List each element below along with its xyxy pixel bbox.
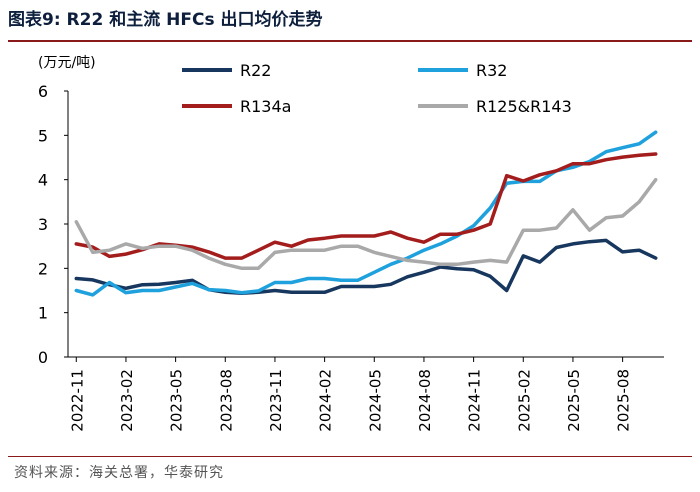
title-row: 图表9: R22 和主流 HFCs 出口均价走势 <box>8 6 692 42</box>
series-line-r125-r143 <box>74 177 658 271</box>
y-tick-label: 4 <box>38 171 48 190</box>
x-tick-label: 2022-11 <box>68 369 86 432</box>
x-tick-label: 2024-05 <box>366 369 384 432</box>
y-tick-label: 0 <box>38 348 48 367</box>
y-tick-label: 2 <box>38 259 48 278</box>
x-tick-label: 2024-02 <box>317 369 335 432</box>
x-tick-label: 2025-08 <box>615 369 633 432</box>
x-tick-label: 2023-02 <box>118 369 136 432</box>
y-tick-label: 6 <box>38 82 48 101</box>
legend-label-r134a: R134a <box>240 97 291 116</box>
x-tick-label: 2025-02 <box>515 369 533 432</box>
title-divider <box>8 40 692 42</box>
chart-title: 图表9: R22 和主流 HFCs 出口均价走势 <box>8 10 323 30</box>
x-tick-label: 2023-05 <box>168 369 186 432</box>
legend-label-r32: R32 <box>476 61 507 80</box>
source-note: 资料来源：海关总署，华泰研究 <box>14 465 224 481</box>
x-tick-label: 2024-11 <box>466 369 484 432</box>
source-divider <box>8 456 692 457</box>
y-tick-label: 3 <box>38 215 48 234</box>
x-tick-label: 2023-08 <box>217 369 235 432</box>
x-tick-label: 2023-11 <box>267 369 285 432</box>
x-tick-label: 2024-08 <box>416 369 434 432</box>
legend-label-r125-r143: R125&R143 <box>476 97 572 116</box>
y-tick-label: 1 <box>38 304 48 323</box>
series-line-r22 <box>74 238 658 295</box>
y-axis-unit-label: (万元/吨) <box>38 55 96 71</box>
legend-label-r22: R22 <box>240 61 271 80</box>
x-tick-label: 2025-05 <box>565 369 583 432</box>
y-tick-label: 5 <box>38 126 48 145</box>
